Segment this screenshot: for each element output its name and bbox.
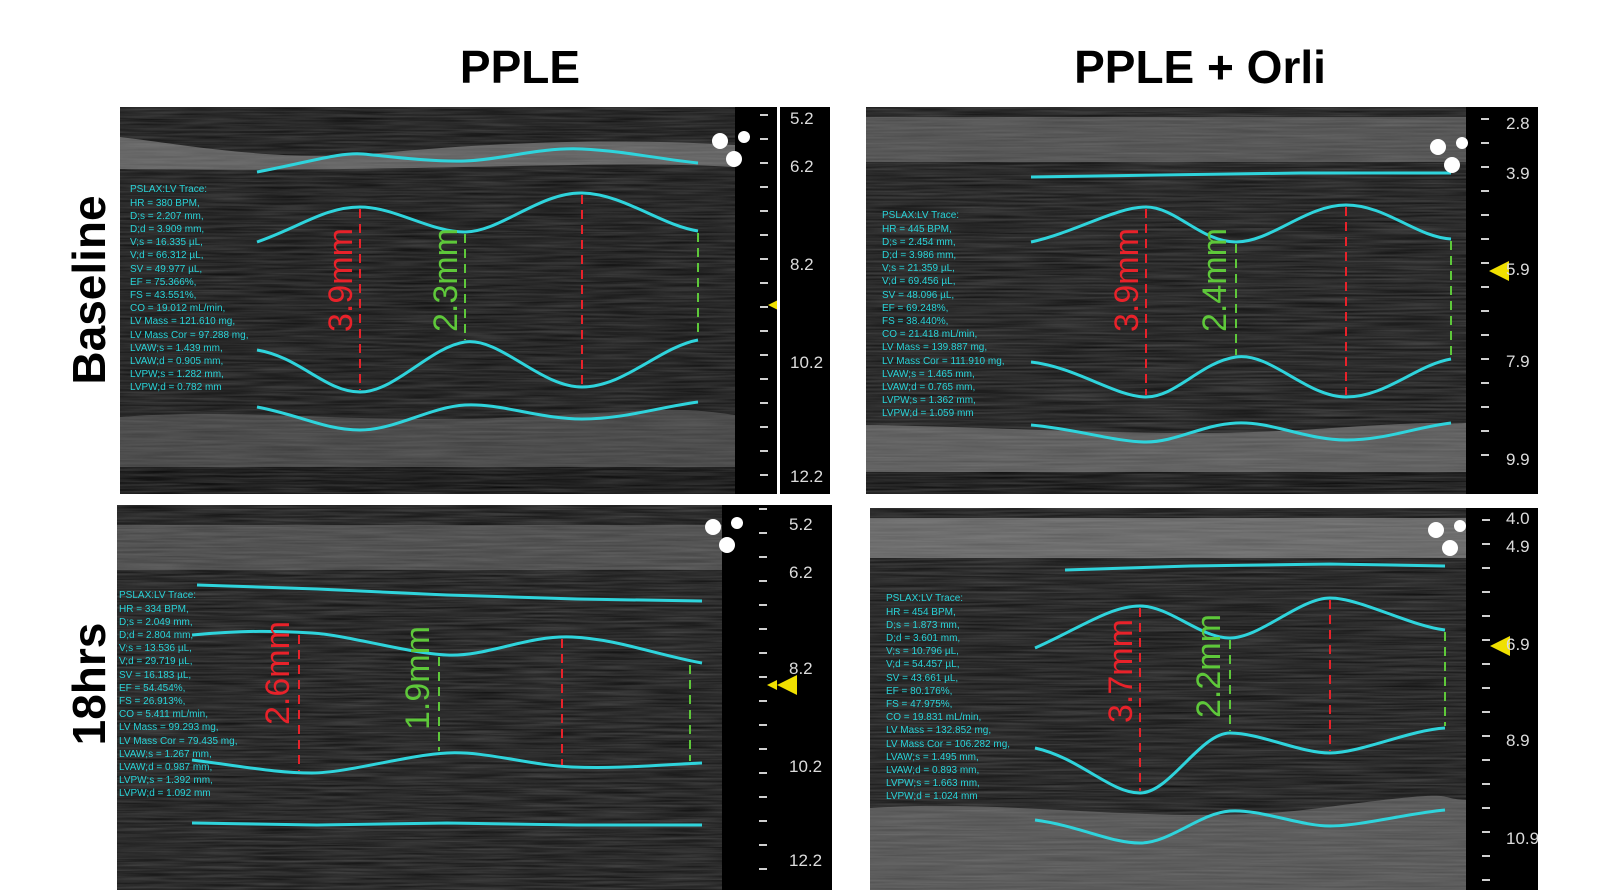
probe-icon — [1428, 520, 1466, 556]
scale-label: 2.8 — [1506, 114, 1530, 133]
focus-marker-icon — [1489, 261, 1509, 281]
scale-label: 5.9 — [1506, 260, 1530, 279]
mmode-image: 3.9mm 2.3mm — [120, 107, 777, 494]
red-measure-label: 3.7mm — [1102, 619, 1140, 723]
depth-scale-ticks — [1482, 519, 1490, 881]
scale-label: 9.9 — [1506, 450, 1530, 469]
green-measure-label: 2.3mm — [427, 228, 465, 332]
column-title-pple-orli: PPLE + Orli — [1074, 41, 1326, 93]
scale-label: 8.9 — [1506, 731, 1530, 750]
scale-label: 6.9 — [1506, 635, 1530, 654]
depth-scale-pple-18hrs: 5.2 6.2 8.2 10.2 12.2 — [777, 505, 832, 890]
green-measure-label: 2.4mm — [1196, 228, 1234, 332]
green-measure-label: 2.2mm — [1190, 614, 1228, 718]
probe-icon — [712, 131, 750, 167]
stats-block: PSLAX:LV Trace: HR = 380 BPM, D;s = 2.207 … — [130, 184, 249, 394]
row-title-18hrs: 18hrs — [63, 622, 115, 746]
stats-block: PSLAX:LV Trace: HR = 334 BPM, D;s = 2.049 … — [119, 590, 238, 800]
depth-scale-ticks — [760, 114, 768, 476]
stats-block: PSLAX:LV Trace: HR = 454 BPM, D;s = 1.873 … — [886, 593, 1011, 803]
depth-scale-ticks — [759, 508, 767, 870]
red-measure-label: 3.9mm — [322, 228, 360, 332]
focus-marker-icon — [1490, 636, 1510, 656]
green-measure-label: 1.9mm — [399, 626, 437, 730]
probe-icon — [1430, 137, 1468, 173]
mmode-image: 2.6mm 1.9mm — [117, 505, 777, 890]
scale-label: 10.9 — [1506, 829, 1538, 848]
depth-scale-pple-baseline: 5.2 6.2 8.2 10.2 12.2 — [780, 107, 830, 494]
mmode-image: 3.9mm 2.4mm 2.8 3.9 5.9 7.9 9.9 — [866, 107, 1538, 494]
stats-block: PSLAX:LV Trace: HR = 445 BPM, D;s = 2.454 … — [882, 210, 1005, 420]
focus-marker-icon — [768, 300, 777, 310]
echo-panel-pple-baseline: 3.9mm 2.3mm PSLAX:LV Trace: HR = 380 BPM,… — [120, 107, 777, 494]
echo-panel-orli-baseline: 3.9mm 2.4mm 2.8 3.9 5.9 7.9 9.9 PSLAX:LV… — [866, 107, 1538, 494]
column-title-pple: PPLE — [459, 41, 581, 93]
mmode-image: 3.7mm 2.2mm 4.0 4.9 6.9 8.9 10.9 — [870, 508, 1538, 890]
echo-panel-pple-18hrs: 2.6mm 1.9mm PSLAX:LV Trace: HR = 334 BPM,… — [117, 505, 777, 890]
red-measure-label: 2.6mm — [259, 621, 297, 725]
probe-icon — [705, 517, 743, 553]
scale-label: 7.9 — [1506, 352, 1530, 371]
depth-scale-ticks — [1481, 118, 1489, 456]
focus-marker-icon — [777, 675, 797, 695]
red-measure-label: 3.9mm — [1108, 228, 1146, 332]
scale-label: 4.9 — [1506, 537, 1530, 556]
scale-label: 3.9 — [1506, 164, 1530, 183]
row-title-baseline: Baseline — [63, 195, 115, 385]
echo-panel-orli-18hrs: 3.7mm 2.2mm 4.0 4.9 6.9 8.9 10.9 PSLAX:L… — [870, 508, 1538, 890]
scale-label: 4.0 — [1506, 509, 1530, 528]
